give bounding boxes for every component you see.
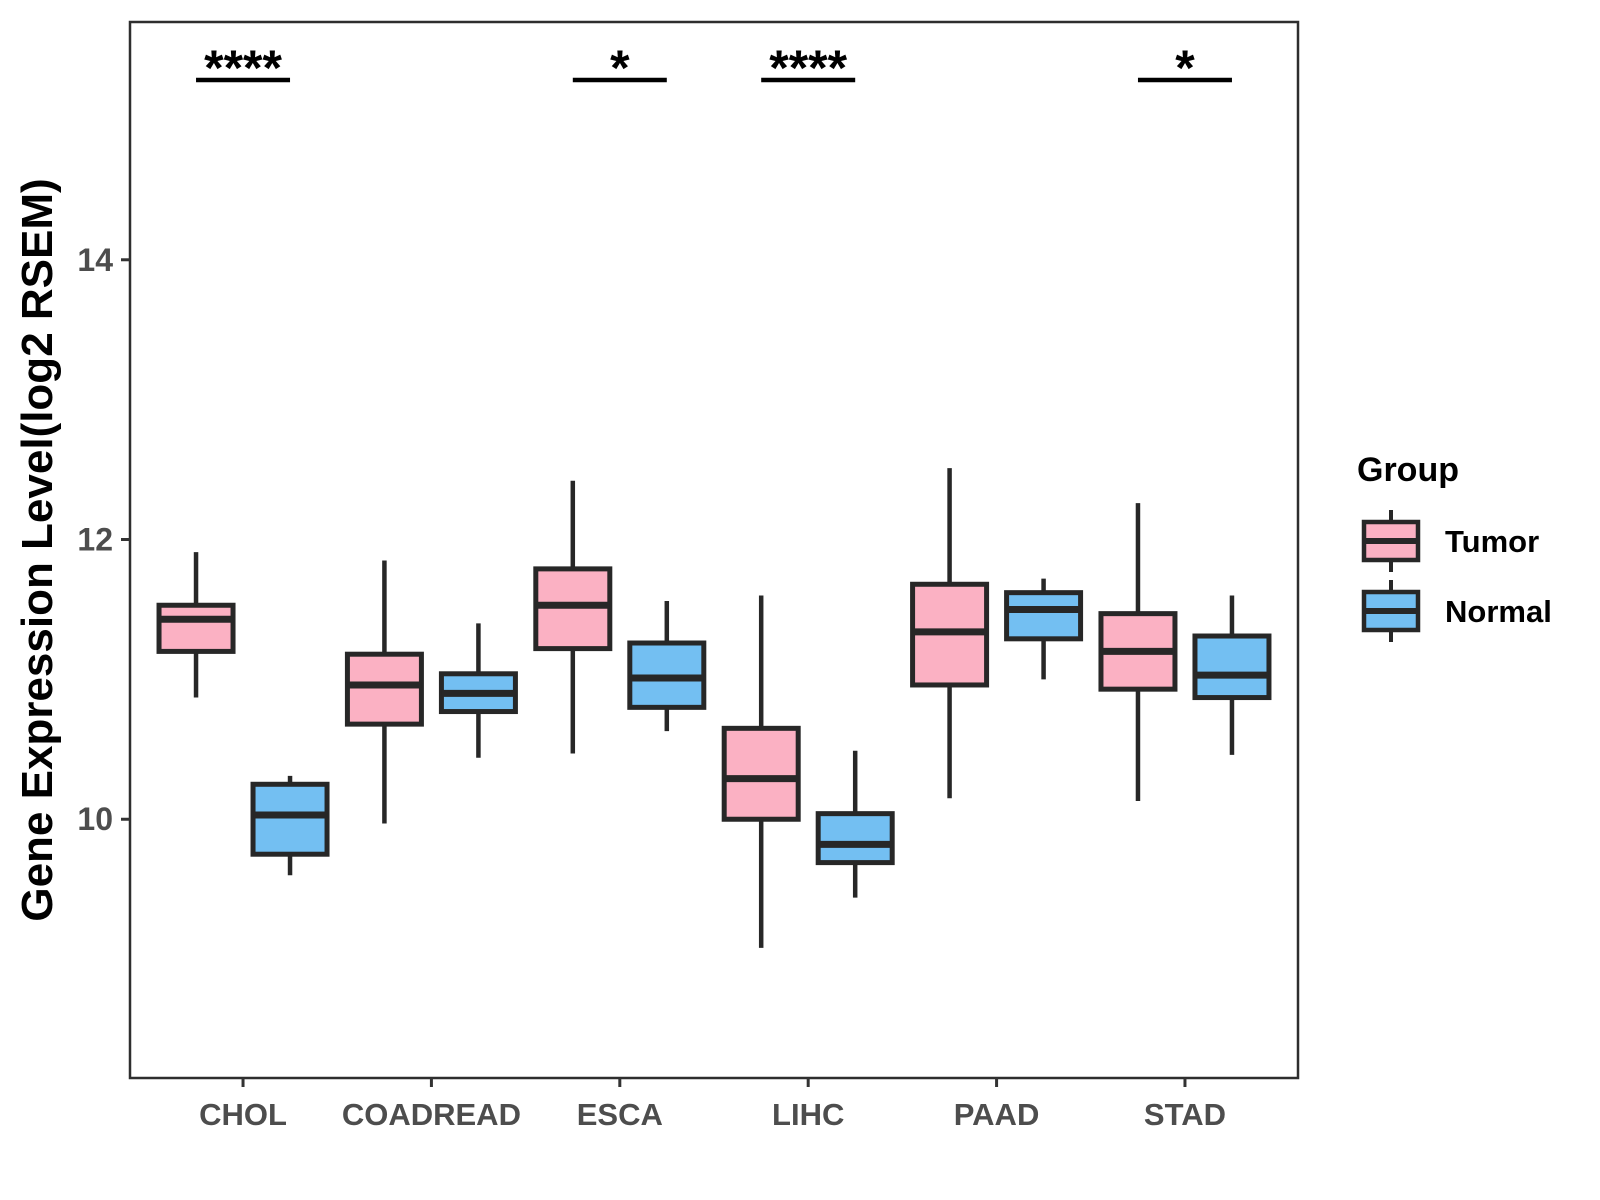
- legend-key-tumor: [1361, 510, 1421, 572]
- boxplot-box-chol-tumor: [156, 602, 236, 654]
- y-tick-label: 14: [77, 242, 113, 278]
- significance-label-chol: ****: [204, 40, 282, 96]
- panel-border: [128, 20, 1300, 1080]
- y-tick-label: 12: [77, 522, 113, 558]
- significance-label-lihc: ****: [769, 40, 847, 96]
- boxplot-box-lihc-normal: [815, 811, 895, 866]
- boxplot-box-paad-normal: [1004, 590, 1084, 642]
- x-tick-label-stad: STAD: [1144, 1097, 1226, 1132]
- x-tick-label-lihc: LIHC: [772, 1097, 844, 1132]
- x-tick-label-coadread: COADREAD: [342, 1097, 521, 1132]
- y-axis-title: Gene Expression Level(log2 RSEM): [13, 178, 62, 921]
- boxplot-box-stad-normal: [1192, 633, 1272, 701]
- legend-label-normal: Normal: [1445, 594, 1552, 629]
- y-tick-label: 10: [77, 801, 113, 837]
- significance-label-stad: *: [1175, 40, 1195, 96]
- legend-key-normal: [1361, 580, 1421, 642]
- legend-title: Group: [1357, 451, 1459, 489]
- boxplot-box-coadread-tumor: [344, 651, 424, 727]
- x-tick-label-chol: CHOL: [199, 1097, 287, 1132]
- boxplot-box-chol-normal: [250, 781, 330, 857]
- significance-label-esca: *: [610, 40, 630, 96]
- x-tick-label-esca: ESCA: [577, 1097, 663, 1132]
- legend-label-tumor: Tumor: [1445, 524, 1539, 559]
- x-tick-label-paad: PAAD: [954, 1097, 1040, 1132]
- boxplot-box-lihc-tumor: [721, 725, 801, 822]
